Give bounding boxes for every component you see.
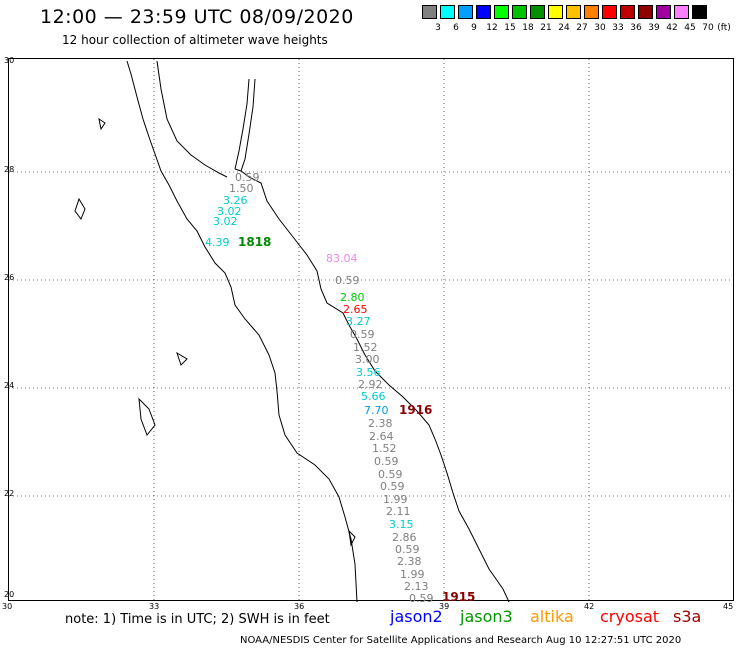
pass-time-label: 1916	[399, 403, 433, 417]
scale-label: 42	[666, 23, 678, 33]
scale-label: 39	[648, 23, 660, 33]
scale-label: 12	[486, 23, 498, 33]
wave-height-label: 1.50	[229, 182, 254, 195]
scale-swatch	[512, 5, 527, 19]
wave-height-label: 1.52	[372, 442, 397, 455]
wave-height-label: 2.64	[369, 430, 394, 443]
scale-swatch	[476, 5, 491, 19]
wave-height-label: 5.66	[361, 390, 386, 403]
wave-height-label: 2.86	[392, 531, 417, 544]
scale-swatch	[530, 5, 545, 19]
legend-s3a: s3a	[673, 607, 702, 626]
scale-label: 36	[630, 23, 642, 33]
wave-height-label: 0.59	[235, 171, 260, 184]
lon-label: 42	[584, 602, 595, 611]
scale-swatch	[674, 5, 689, 19]
wave-height-label: 1.99	[400, 568, 425, 581]
wave-height-label: 2.92	[358, 378, 383, 391]
wave-height-label: 2.65	[343, 303, 368, 316]
scale-swatch	[548, 5, 563, 19]
lat-label: 30	[4, 56, 15, 65]
coastline-map	[9, 59, 735, 602]
lon-label: 36	[294, 602, 305, 611]
scale-label: 9	[471, 23, 477, 33]
scale-swatch	[656, 5, 671, 19]
scale-label: 6	[453, 23, 459, 33]
scale-label: 45	[684, 23, 696, 33]
lat-label: 28	[4, 165, 15, 174]
wave-height-label: 0.59	[335, 274, 360, 287]
wave-height-label: 3.27	[346, 315, 371, 328]
coastlines	[74, 60, 510, 602]
wave-height-label: 0.59	[409, 592, 434, 605]
scale-swatch	[620, 5, 635, 19]
scale-label: 24	[558, 23, 570, 33]
wave-height-label: 7.70	[364, 404, 389, 417]
scale-swatch	[638, 5, 653, 19]
pass-time-label: 1818	[238, 235, 272, 249]
scale-unit: (ft)	[717, 23, 731, 33]
graticule	[9, 59, 735, 602]
credit-line: NOAA/NESDIS Center for Satellite Applica…	[240, 635, 682, 646]
map-subtitle: 12 hour collection of altimeter wave hei…	[62, 33, 328, 47]
legend-jason2: jason2	[390, 607, 443, 626]
wave-height-label: 2.80	[340, 291, 365, 304]
scale-label: 15	[504, 23, 516, 33]
wave-height-label: 3.15	[389, 518, 414, 531]
wave-height-label: 0.59	[374, 455, 399, 468]
footnote: note: 1) Time is in UTC; 2) SWH is in fe…	[65, 612, 330, 627]
scale-swatch	[494, 5, 509, 19]
scale-label: 3	[435, 23, 441, 33]
lon-label: 39	[439, 602, 450, 611]
wave-height-label: 3.26	[223, 194, 248, 207]
legend-jason3: jason3	[460, 607, 513, 626]
wave-height-label: 3.00	[355, 353, 380, 366]
scale-swatch	[692, 5, 707, 19]
lon-label: 45	[723, 602, 734, 611]
scale-swatch	[584, 5, 599, 19]
wave-height-label: 1.52	[353, 341, 378, 354]
wave-height-label: 2.11	[386, 505, 411, 518]
lat-label: 22	[4, 489, 15, 498]
wave-height-label: 0.59	[395, 543, 420, 556]
lon-label: 33	[149, 602, 160, 611]
wave-height-label: 0.59	[380, 480, 405, 493]
wave-height-label: 2.38	[397, 555, 422, 568]
map-title: 12:00 — 23:59 UTC 08/09/2020	[40, 6, 354, 28]
legend-cryosat: cryosat	[600, 607, 660, 626]
scale-label: 33	[612, 23, 624, 33]
scale-swatch	[602, 5, 617, 19]
scale-label: 70	[702, 23, 714, 33]
wave-height-label: 2.13	[404, 580, 429, 593]
wave-height-label: 4.39	[205, 236, 230, 249]
wave-height-label: 0.59	[350, 328, 375, 341]
lon-label: 30	[2, 602, 13, 611]
lat-label: 26	[4, 273, 15, 282]
lat-label: 20	[4, 590, 15, 599]
scale-label: 30	[594, 23, 606, 33]
lat-label: 24	[4, 381, 15, 390]
scale-swatch	[440, 5, 455, 19]
scale-label: 18	[522, 23, 534, 33]
scale-label: 21	[540, 23, 552, 33]
scale-swatch	[458, 5, 473, 19]
wave-height-label: 3.02	[217, 205, 242, 218]
scale-swatch	[422, 5, 437, 19]
pass-time-label: 1915	[442, 590, 476, 604]
wave-height-label: 2.38	[368, 417, 393, 430]
map-panel: 30 28 26 24 22 20 30 33 36 39 42 45 0.59…	[2, 56, 735, 611]
wave-height-label: 1.99	[383, 493, 408, 506]
wave-height-label: 3.02	[213, 215, 238, 228]
scale-label: 27	[576, 23, 588, 33]
wave-height-label: 83.04	[326, 252, 358, 265]
scale-swatch	[566, 5, 581, 19]
wave-height-label: 0.59	[378, 468, 403, 481]
legend-altika: altika	[530, 607, 574, 626]
wave-height-label: 3.56	[356, 366, 381, 379]
